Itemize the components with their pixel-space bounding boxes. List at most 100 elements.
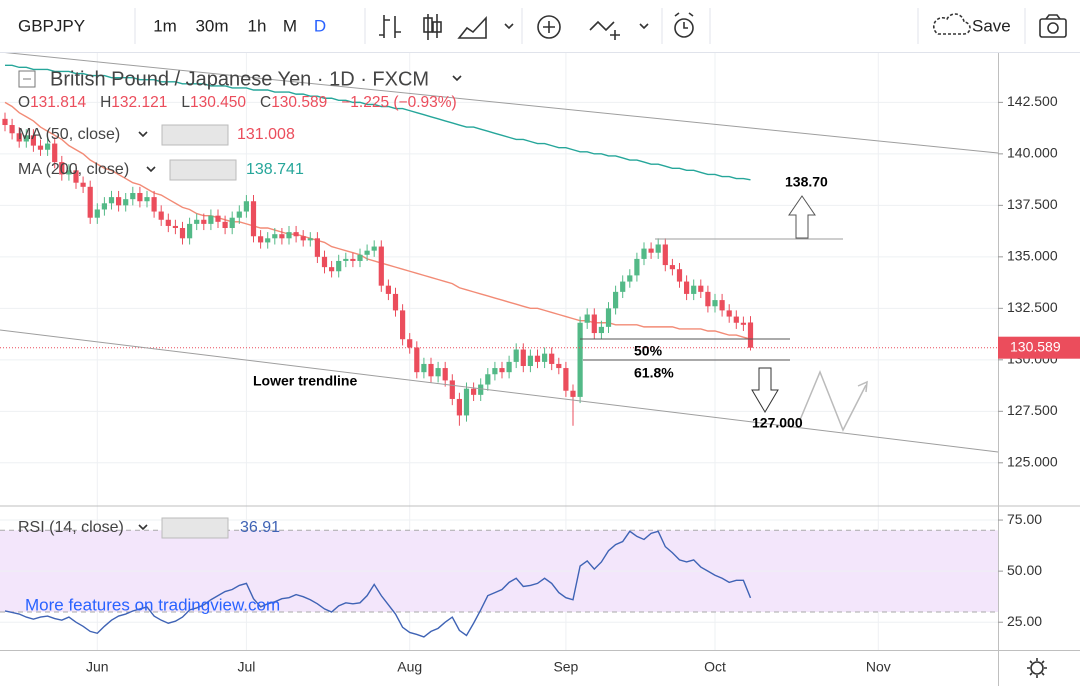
chevron[interactable] <box>452 75 462 82</box>
candle-body <box>534 355 541 362</box>
annotation: 138.70 <box>785 174 828 190</box>
candle-body <box>243 201 249 212</box>
series-name: MA (200, close) <box>18 161 129 178</box>
candle-body <box>80 182 86 187</box>
legend: British Pound / Japanese Yen · 1D · FXCM… <box>18 68 462 614</box>
x-tick-label: Nov <box>866 659 891 675</box>
candle-body <box>144 197 150 202</box>
chevron[interactable] <box>146 166 156 173</box>
cloud-icon[interactable] <box>932 13 971 35</box>
last-price-label: 130.589 <box>1010 338 1061 354</box>
candle-body <box>286 232 292 239</box>
ohlc-value: 132.121 <box>111 94 167 111</box>
projection-head <box>857 380 868 393</box>
candle-body <box>272 234 278 239</box>
candle-body <box>37 145 44 150</box>
candle-body <box>527 355 533 367</box>
candle-body <box>9 125 15 134</box>
candle-body <box>655 244 661 253</box>
toolbar: GBPJPY 1m 30m 1h M D Save <box>0 0 1080 53</box>
bars-icon[interactable] <box>379 15 401 38</box>
candle-body <box>87 186 93 218</box>
interval[interactable]: 1m <box>153 16 177 35</box>
candle-body <box>414 347 420 373</box>
candle-body <box>591 314 597 334</box>
x-tick-label: Jul <box>237 659 255 675</box>
ohlc: O131.814 H132.121 L130.450 C130.589 −1.225 (… <box>18 94 457 111</box>
interval[interactable]: 30m <box>195 16 228 35</box>
camera-icon[interactable] <box>1039 14 1067 38</box>
interval[interactable]: M <box>283 16 297 35</box>
candle-body <box>712 300 718 307</box>
candle-body <box>293 232 299 237</box>
collapse-icon[interactable] <box>18 70 36 88</box>
series-value: 131.008 <box>237 126 295 143</box>
interval[interactable]: 1h <box>248 16 267 35</box>
legend-buttons[interactable] <box>161 517 229 539</box>
y-tick-label: 50.00 <box>1007 562 1042 578</box>
candle-body <box>442 368 448 381</box>
settings-icon[interactable] <box>1027 658 1047 678</box>
area-icon[interactable] <box>457 15 514 39</box>
x-tick-label: Jun <box>86 659 109 675</box>
series-value: 138.741 <box>246 161 304 178</box>
series-name: RSI (14, close) <box>18 519 124 536</box>
lower-trendline <box>0 329 999 453</box>
interval-active[interactable]: D <box>314 16 326 35</box>
candle-body <box>463 388 470 416</box>
candle-body <box>407 339 413 348</box>
legend-buttons[interactable] <box>169 159 237 181</box>
candle-body <box>307 238 313 241</box>
candle-body <box>59 162 65 175</box>
candle-body <box>222 221 228 229</box>
last-price-box <box>998 336 1080 359</box>
candle-body <box>719 300 725 311</box>
candle-body <box>520 349 526 367</box>
candle-body <box>648 248 654 253</box>
annotation: 61.8% <box>634 365 674 381</box>
candle-body <box>187 223 193 239</box>
candle-body <box>151 197 157 212</box>
candle-body <box>513 349 519 362</box>
symbol[interactable]: GBPJPY <box>18 16 85 35</box>
candle-body <box>16 133 22 142</box>
up-arrow <box>788 195 816 239</box>
candle-body <box>343 258 349 261</box>
candle-body <box>392 293 399 311</box>
ohlc-key: H <box>100 94 111 111</box>
candle-body <box>2 118 8 126</box>
candle-body <box>726 310 732 317</box>
candle-body <box>137 192 143 202</box>
instrument-title: British Pound / Japanese Yen · 1D · FXCM <box>50 68 429 90</box>
candle-body <box>662 244 668 266</box>
save-button[interactable]: Save <box>972 16 1011 35</box>
chevron[interactable] <box>138 131 148 138</box>
candle-body <box>30 135 36 146</box>
candle-body <box>158 211 164 220</box>
candles-icon[interactable] <box>423 14 442 40</box>
alert-icon[interactable] <box>674 12 694 38</box>
series-name: MA (50, close) <box>18 126 120 143</box>
y-tick-label: 142.500 <box>1007 93 1058 109</box>
candle-body <box>300 236 306 241</box>
candle-body <box>747 322 754 348</box>
candle-body <box>740 322 746 325</box>
promo-link[interactable]: More features on tradingview.com <box>25 595 280 614</box>
candle-body <box>279 234 285 239</box>
candle-body <box>549 353 555 364</box>
y-tick-label: 135.000 <box>1007 248 1058 264</box>
candle-body <box>698 285 704 292</box>
legend-buttons[interactable] <box>161 124 229 146</box>
upper-trendline <box>0 51 999 154</box>
candle-body <box>336 260 342 272</box>
chevron[interactable] <box>138 524 148 531</box>
candle-body <box>172 225 178 229</box>
candle-body <box>400 310 406 340</box>
candle-body <box>250 201 257 237</box>
candle-body <box>236 211 242 218</box>
indicators-icon[interactable] <box>589 20 649 40</box>
drawings <box>0 51 999 453</box>
compare-icon[interactable] <box>537 15 561 39</box>
candle-body <box>428 363 434 377</box>
candle-body <box>350 258 356 261</box>
